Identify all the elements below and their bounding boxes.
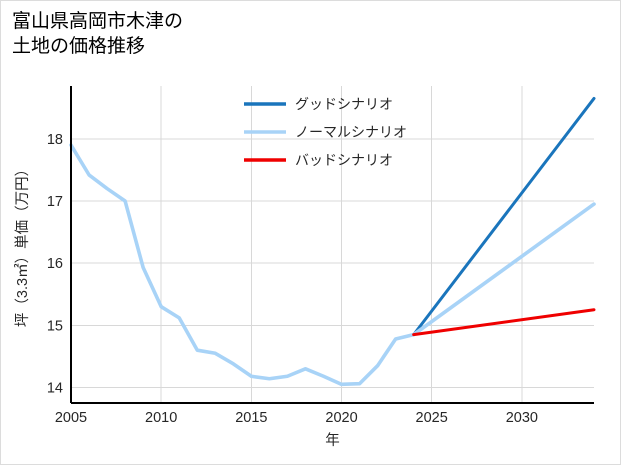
y-tick-label: 18 [47,132,63,148]
y-tick-label: 15 [47,318,63,334]
series-lines [69,96,596,387]
y-gridlines [71,138,594,388]
y-axis-tick-labels: 14 15 16 17 18 [47,132,63,397]
x-tick-label: 2025 [416,410,448,426]
x-tick-label: 2020 [325,410,357,426]
x-tick-label: 2005 [55,410,87,426]
x-tick-label: 2030 [506,410,538,426]
axis-spines [69,86,594,405]
legend-label-グッドシナリオ: グッドシナリオ [295,96,393,112]
page-title: 富山県高岡市木津の 土地の価格推移 [12,11,184,57]
x-tick-label: 2010 [145,410,177,426]
legend-label-バッドシナリオ: バッドシナリオ [295,152,393,168]
legend-label-ノーマルシナリオ: ノーマルシナリオ [295,124,407,140]
y-tick-label: 17 [47,194,63,210]
y-axis-title: 坪（3.3㎡）単価（万円） [14,162,31,327]
x-axis-title: 年 [325,432,340,449]
y-tick-label: 14 [47,380,63,396]
x-axis-tick-labels: 2005 2010 2015 2020 2025 2030 [55,410,538,426]
y-tick-label: 16 [47,256,63,272]
x-tick-label: 2015 [235,410,267,426]
series-line-バッドシナリオ [412,308,596,337]
series-line-グッドシナリオ [412,96,596,337]
series-line-ノーマルシナリオ [69,143,596,387]
